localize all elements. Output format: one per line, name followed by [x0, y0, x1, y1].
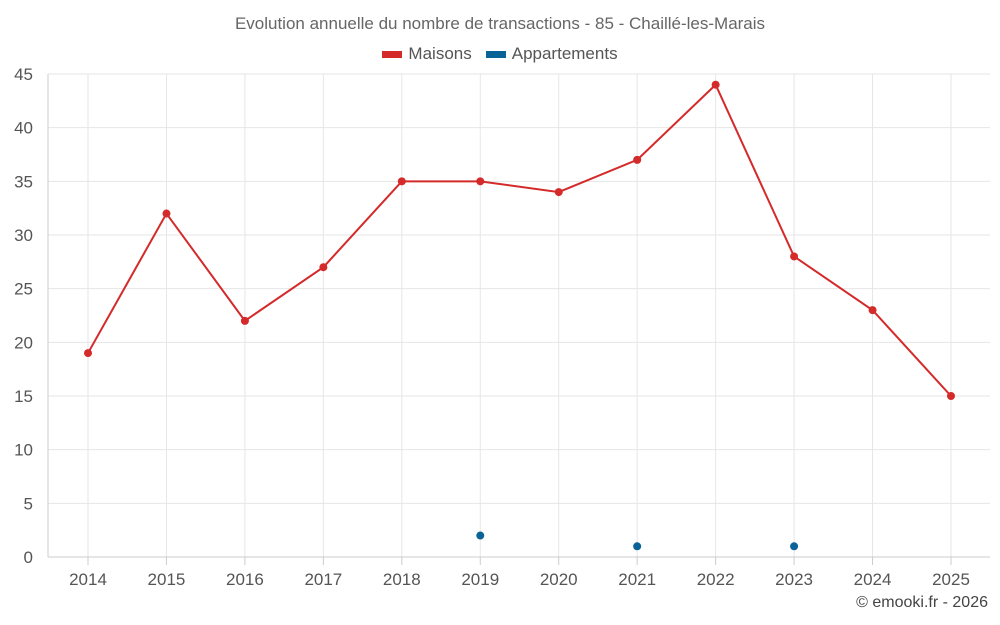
- x-tick-label-2018: 2018: [383, 570, 421, 589]
- y-tick-label-15: 15: [14, 387, 33, 406]
- x-tick-label-2017: 2017: [304, 570, 342, 589]
- y-tick-label-25: 25: [14, 280, 33, 299]
- line-chart: 051015202530354045 2014 2015 2016 2017 2018 2…: [0, 0, 1000, 625]
- x-tick-label-2016: 2016: [226, 570, 264, 589]
- data-point-maisons-2024: [869, 306, 877, 314]
- series-line-maisons: [88, 85, 951, 396]
- data-point-maisons-2016: [241, 317, 249, 325]
- x-tick-label-2024: 2024: [854, 570, 892, 589]
- grid: [48, 74, 990, 557]
- data-point-maisons-2023: [790, 252, 798, 260]
- x-tick-label-2022: 2022: [697, 570, 735, 589]
- y-axis: 0 5 10 15 20 25 30 35 40 45: [14, 65, 48, 567]
- y-tick-label-30: 30: [14, 226, 33, 245]
- x-axis: 2014 2015 2016 2017 2018 2019 2020 2021 2022 2023…: [48, 557, 990, 589]
- series-layer: [84, 81, 955, 551]
- x-tick-label-2019: 2019: [461, 570, 499, 589]
- data-point-maisons-2025: [947, 392, 955, 400]
- y-tick-label-45: 45: [14, 65, 33, 84]
- x-tick-label-2020: 2020: [540, 570, 578, 589]
- data-point-maisons-2018: [398, 177, 406, 185]
- data-point-maisons-2014: [84, 349, 92, 357]
- y-tick-label-0: 0: [24, 548, 33, 567]
- data-point-maisons-2020: [555, 188, 563, 196]
- x-tick-label-2025: 2025: [932, 570, 970, 589]
- data-point-maisons-2021: [633, 156, 641, 164]
- y-tick-label-40: 40: [14, 119, 33, 138]
- credit-text: © emooki.fr - 2026: [856, 594, 988, 612]
- data-point-appartements-2023: [790, 542, 798, 550]
- y-tick-label-5: 5: [24, 494, 33, 513]
- y-tick-label-35: 35: [14, 172, 33, 191]
- x-tick-label-2014: 2014: [69, 570, 107, 589]
- y-tick-label-10: 10: [14, 441, 33, 460]
- x-tick-label-2015: 2015: [148, 570, 186, 589]
- data-point-maisons-2019: [476, 177, 484, 185]
- data-point-maisons-2022: [712, 81, 720, 89]
- x-tick-label-2023: 2023: [775, 570, 813, 589]
- x-tick-label-2021: 2021: [618, 570, 656, 589]
- data-point-appartements-2019: [476, 532, 484, 540]
- y-tick-label-20: 20: [14, 333, 33, 352]
- data-point-maisons-2015: [162, 210, 170, 218]
- data-point-maisons-2017: [319, 263, 327, 271]
- data-point-appartements-2021: [633, 542, 641, 550]
